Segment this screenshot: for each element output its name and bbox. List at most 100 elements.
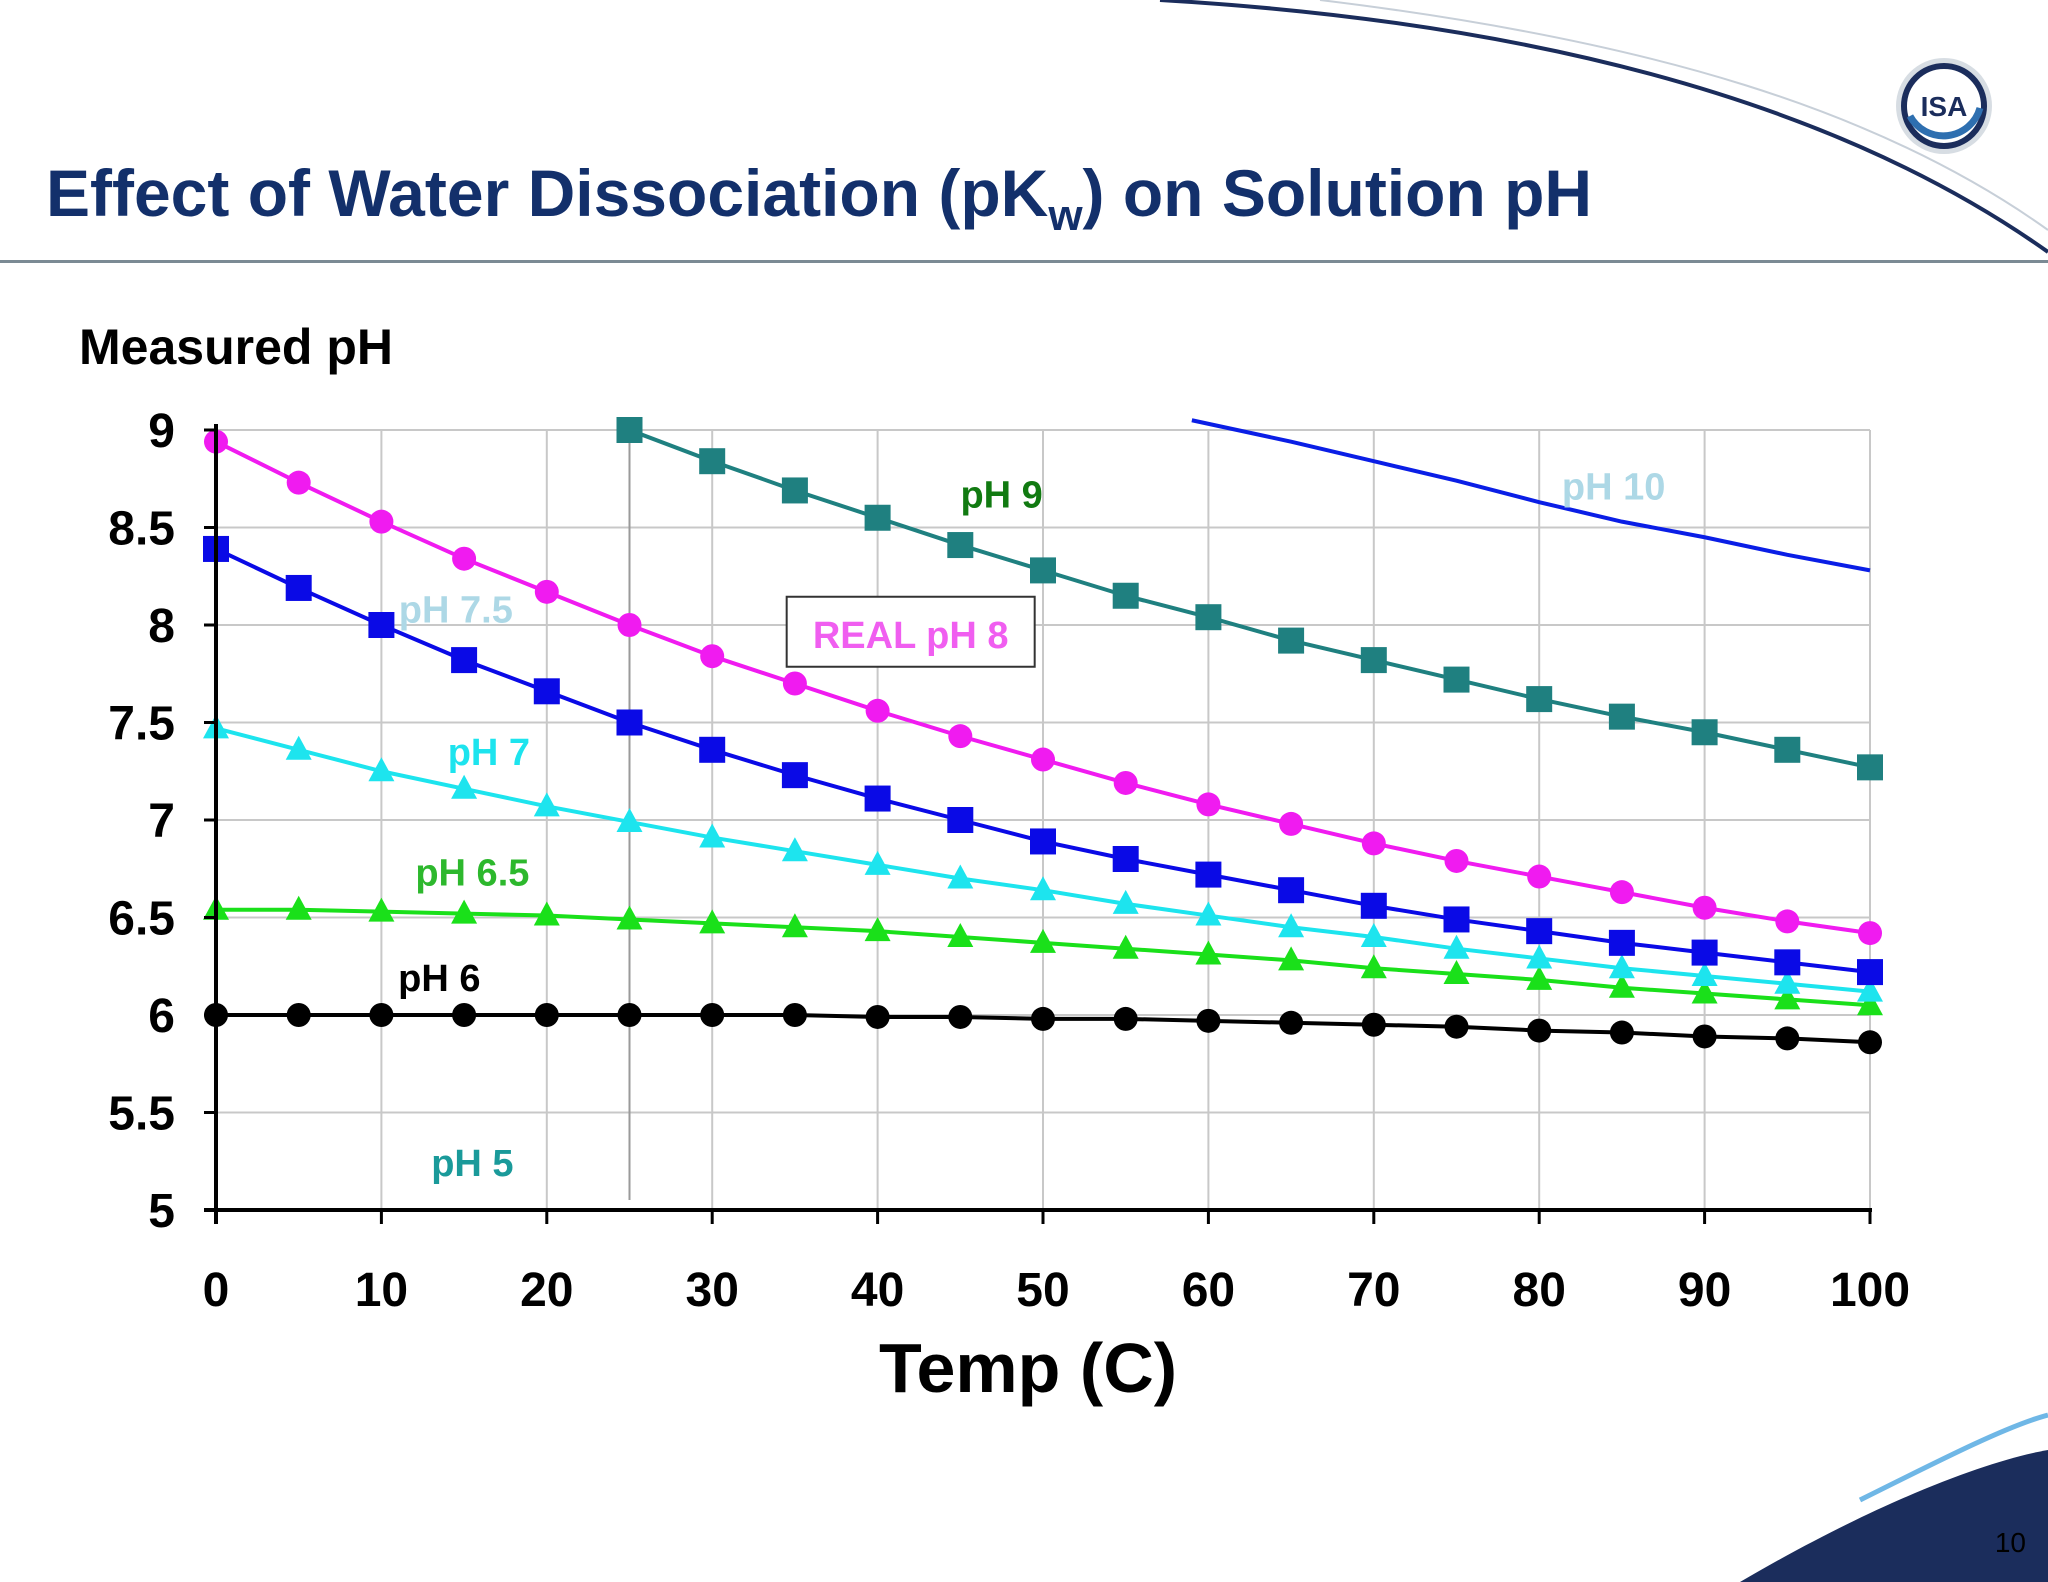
data-point [1195,604,1222,631]
data-point [1609,880,1634,905]
top-swoosh [1159,0,2048,254]
data-point [451,647,478,674]
data-point [1279,811,1304,836]
data-point [1774,969,1801,994]
data-point [699,909,726,934]
data-point [286,1003,311,1027]
data-point [865,698,890,723]
logo-text: ISA [1921,91,1968,122]
data-point [1443,960,1470,985]
top-swoosh-light [1319,0,2048,231]
data-point [1609,1020,1634,1045]
data-point [285,735,312,760]
data-point [533,792,560,817]
data-point [1692,895,1717,920]
y-axis-title: Measured pH [79,319,393,375]
data-point [368,757,395,782]
data-point [1443,666,1470,693]
data-point [1608,973,1635,998]
data-point [700,644,725,669]
data-point [1526,686,1553,713]
series-ph-7-5 [203,535,1883,986]
data-point [1196,1008,1221,1033]
data-point [1774,736,1801,763]
data-point [1360,954,1387,979]
y-tick-label: 8.5 [108,503,175,556]
data-point [533,678,560,705]
data-point [864,785,891,812]
data-point [1691,719,1718,746]
bottom-swoosh-accent [1858,1412,2048,1503]
data-point [1774,949,1801,976]
data-point [781,837,808,862]
bottom-swoosh [1740,1450,2048,1582]
series-line [628,428,1871,770]
data-point [368,612,395,638]
data-point [699,823,726,848]
data-point [1031,747,1055,772]
data-point [451,774,478,799]
data-point [1360,647,1387,674]
data-point [1608,929,1635,956]
x-tick-label: 60 [1182,1264,1235,1317]
data-point [1608,703,1635,730]
data-point [947,807,974,833]
data-point [368,897,395,922]
data-point [1030,876,1056,901]
data-point [1279,1010,1304,1035]
data-point [1278,913,1305,938]
data-point [286,470,311,495]
data-point [1030,557,1056,584]
title-tail: ) on Solution pH [1082,156,1593,230]
x-tick-label: 0 [203,1264,230,1317]
data-point [616,807,643,832]
series-ph-10 [1191,418,1871,573]
y-tick-label: 7.5 [108,698,175,751]
x-tick-label: 50 [1016,1264,1069,1317]
title-main: Effect of Water Dissociation (pK [46,156,1049,230]
y-tick-label: 6 [148,990,175,1043]
data-point [1775,1026,1800,1051]
data-point [782,1003,807,1027]
data-point [1691,939,1718,966]
data-point [1360,923,1387,947]
series-real-ph-8 [204,429,1882,946]
y-tick-label: 5 [148,1185,175,1238]
series-ph-7 [203,714,1883,1002]
series-ph-9 [616,417,1883,781]
annotations: pH 10 pH 9 pH 7.5 REAL pH 8 pH 7 pH 6.5 pH 6 pH… [398,467,1665,1186]
data-point [1195,861,1222,888]
y-tick-label: 7 [148,795,175,848]
x-tick-label: 10 [355,1264,408,1317]
data-point [782,671,807,696]
axes: 55.566.577.588.590 10 20 30 40 50 60 70 80 90 100 [108,405,1910,1317]
data-point [1774,985,1801,1010]
data-point [451,899,478,924]
data-point [1527,864,1552,889]
series-annotation: pH 6 [398,958,480,1000]
y-tick-label: 6.5 [108,893,175,946]
data-point [1031,1006,1055,1031]
data-point [1113,1006,1138,1031]
series-annotation: pH 6.5 [415,853,529,895]
series-layer [203,417,1883,1212]
data-point [948,724,973,749]
title-subscript: w [1048,191,1083,240]
data-point [1857,754,1883,781]
data-point [864,504,891,531]
y-tick-label: 9 [148,405,175,458]
data-point [1444,1014,1469,1039]
series-annotation: REAL pH 8 [813,615,1009,657]
x-tick-label: 40 [851,1264,904,1317]
data-point [781,762,808,789]
series-ph-6-5 [203,895,1883,1016]
data-point [1112,889,1139,914]
data-point [534,1003,559,1027]
x-tick-label: 20 [520,1264,573,1317]
x-tick-label: 70 [1347,1264,1400,1317]
data-point [1691,962,1718,986]
data-point [617,613,642,637]
slide-number: 10 [1994,1527,2026,1558]
